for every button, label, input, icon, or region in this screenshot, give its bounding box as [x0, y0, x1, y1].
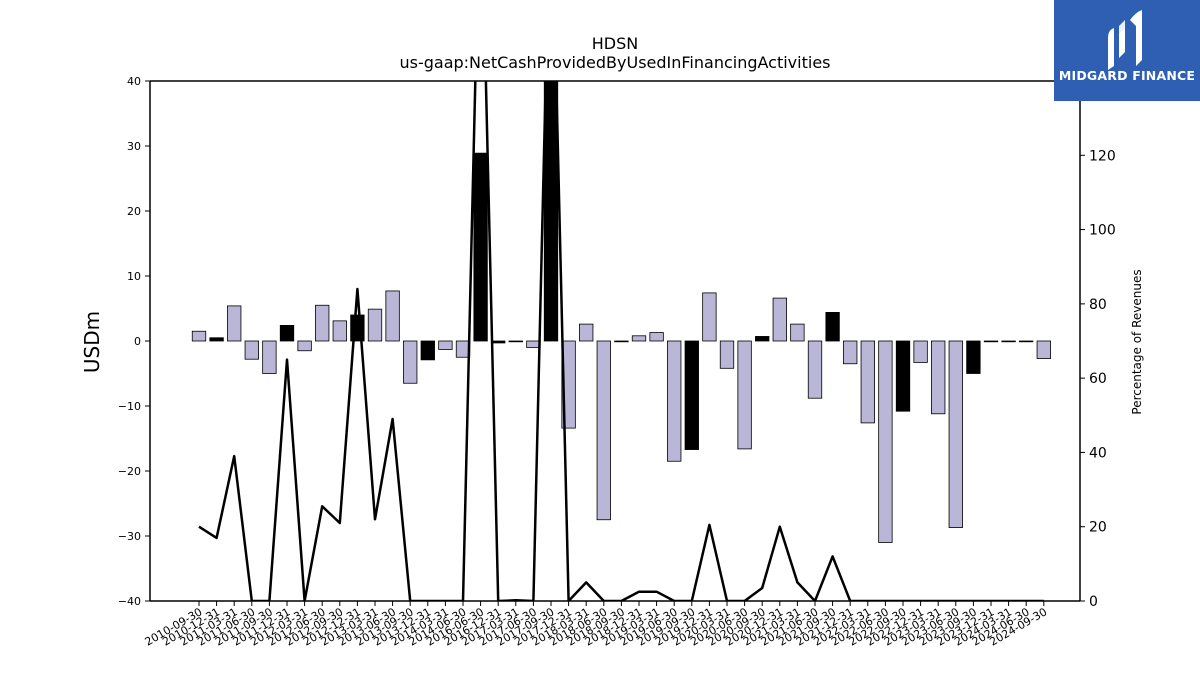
bar: [508, 340, 523, 343]
chart-title: HDSN: [592, 34, 638, 53]
bar: [614, 340, 629, 343]
bar: [860, 340, 875, 424]
bar: [878, 340, 893, 543]
bar: [315, 304, 330, 342]
bar: [895, 340, 911, 412]
logo-text: MIDGARD FINANCE: [1058, 68, 1196, 83]
bar: [209, 337, 224, 342]
bar: [332, 320, 347, 342]
bar: [420, 340, 435, 361]
bar: [227, 305, 242, 342]
y2-tick-label: 20: [1089, 520, 1107, 536]
bar: [702, 292, 717, 342]
y-axis-label: USDm: [80, 311, 104, 373]
bar: [825, 311, 840, 342]
midgard-logo-icon: [1108, 10, 1142, 70]
bar: [913, 340, 928, 363]
bar: [807, 340, 823, 399]
y-tick-label: 20: [127, 205, 141, 218]
bar: [526, 340, 541, 348]
y-tick-label: 10: [127, 270, 141, 283]
bar: [579, 323, 594, 342]
y-tick-label: 30: [127, 140, 141, 153]
bar: [1001, 340, 1016, 343]
bar: [948, 340, 963, 528]
y2-tick-label: 60: [1089, 371, 1107, 387]
percentage-line: [198, 81, 1044, 601]
y2-tick-label: 40: [1089, 445, 1107, 461]
midgard-finance-logo: MIDGARD FINANCE: [1054, 0, 1200, 101]
bar: [262, 340, 277, 374]
y-tick-label: −10: [118, 400, 141, 413]
bar: [737, 340, 752, 450]
bar: [596, 340, 611, 521]
bar: [772, 297, 787, 342]
bar: [966, 340, 981, 374]
bar: [755, 336, 770, 342]
bar: [473, 152, 488, 342]
bar: [1036, 340, 1051, 359]
plot-area: [191, 81, 1051, 601]
y2-axis-label: Percentage of Revenues: [1130, 269, 1144, 414]
bar: [649, 332, 664, 342]
bar: [279, 324, 295, 342]
y-tick-label: −20: [118, 465, 141, 478]
y2-tick-label: 100: [1089, 223, 1116, 239]
bar: [684, 340, 699, 450]
bar: [385, 290, 400, 342]
y2-tick-label: 0: [1089, 594, 1098, 610]
bar: [931, 340, 946, 415]
bar: [1019, 340, 1034, 343]
bar: [983, 340, 999, 343]
bar: [403, 340, 418, 384]
bar: [790, 323, 805, 342]
bar: [667, 340, 682, 462]
bar: [719, 340, 735, 369]
bar: [297, 340, 312, 352]
bar: [491, 340, 506, 344]
y2-tick-label: 120: [1089, 148, 1116, 164]
bar: [367, 308, 383, 342]
y-tick-label: −40: [118, 595, 141, 608]
bar: [244, 340, 259, 360]
y-tick-label: 0: [134, 335, 141, 348]
bar: [631, 335, 647, 342]
bar: [191, 330, 207, 342]
bar: [843, 340, 858, 365]
y2-tick-label: 80: [1089, 297, 1107, 313]
y-tick-label: −30: [118, 530, 141, 543]
bar: [543, 81, 559, 342]
bar: [438, 340, 453, 350]
chart-subtitle: us-gaap:NetCashProvidedByUsedInFinancing…: [399, 53, 830, 72]
y-tick-label: 40: [127, 75, 141, 88]
